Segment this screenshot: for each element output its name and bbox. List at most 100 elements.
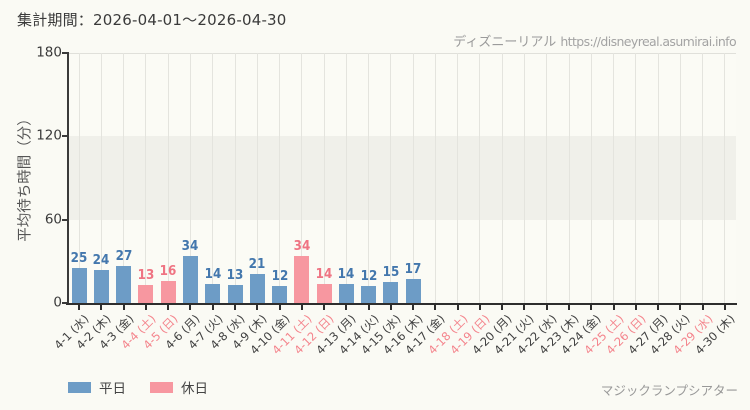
y-axis-line: [67, 52, 69, 304]
site-url: https://disneyreal.asumirai.info: [560, 34, 736, 49]
x-tick-mark: [456, 304, 459, 310]
bar-value-label: 14: [204, 266, 222, 282]
x-tick-mark: [545, 304, 548, 310]
gridline: [546, 53, 548, 303]
gridline: [412, 53, 414, 303]
bar-value-label: 34: [182, 238, 199, 254]
x-tick-mark: [389, 304, 392, 310]
gridline: [123, 53, 125, 303]
gridline: [345, 53, 347, 303]
gridline: [724, 53, 726, 303]
bar: [338, 283, 354, 303]
gridline: [501, 53, 503, 303]
report-period-title: 集計期間：2026-04-01～2026-04-30: [17, 11, 287, 29]
legend-label-weekday: 平日: [99, 381, 126, 397]
bar-value-label: 21: [248, 256, 266, 272]
gridline: [635, 53, 637, 303]
gridline: [434, 53, 436, 303]
y-tick-label: 120: [36, 128, 62, 145]
gridline: [189, 53, 191, 303]
bar-value-label: 27: [115, 248, 132, 264]
gridline: [679, 53, 681, 303]
x-tick-mark: [367, 304, 370, 310]
x-tick-mark: [78, 304, 81, 310]
bar-value-label: 14: [315, 266, 333, 282]
bar: [93, 269, 109, 303]
gridline: [368, 53, 370, 303]
x-tick-mark: [478, 304, 481, 310]
x-axis-line: [66, 303, 737, 305]
gridline: [145, 53, 147, 303]
gridline: [279, 53, 281, 303]
x-tick-mark: [590, 304, 593, 310]
legend-item-weekday: 平日: [68, 377, 126, 397]
bar-value-label: 12: [360, 269, 377, 285]
bar-value-label: 25: [70, 251, 88, 267]
bar-value-label: 13: [137, 267, 155, 283]
bar-value-label: 34: [293, 238, 311, 254]
plot-area: 25 24 27 13 16 34 14 13 21 12 34 14 14 12 15 17: [68, 53, 736, 303]
site-name: ディズニーリアル: [453, 35, 557, 50]
gridline: [523, 53, 525, 303]
bar: [361, 286, 377, 303]
bar: [71, 268, 87, 303]
bar: [116, 265, 132, 303]
y-tick-mark: [62, 302, 67, 304]
x-tick-mark: [345, 304, 348, 310]
gridline: [390, 53, 392, 303]
bar-value-label: 16: [159, 263, 177, 279]
x-tick-mark: [323, 304, 326, 310]
bar: [249, 273, 265, 303]
y-tick-mark: [62, 135, 67, 138]
legend-item-holiday: 休日: [150, 377, 208, 397]
x-tick-mark: [167, 304, 170, 310]
bar: [182, 255, 198, 303]
x-tick-mark: [523, 304, 526, 310]
bar: [227, 284, 243, 303]
gridline: [323, 53, 325, 303]
gridline: [479, 53, 481, 303]
x-tick-mark: [723, 304, 726, 310]
gridline: [457, 53, 459, 303]
plot-band: [68, 136, 736, 220]
legend: 平日 休日: [68, 377, 208, 397]
x-tick-mark: [501, 304, 504, 310]
x-tick-mark: [612, 304, 615, 310]
x-tick-mark: [100, 304, 103, 310]
x-tick-mark: [434, 304, 437, 310]
x-tick-mark: [256, 304, 259, 310]
y-tick-label: 0: [53, 294, 62, 311]
bar-value-label: 24: [93, 252, 110, 268]
gridline: [234, 53, 236, 303]
y-tick-label: 180: [36, 44, 62, 61]
bar: [316, 283, 332, 303]
y-tick-label: 60: [44, 211, 62, 228]
bar: [383, 282, 399, 303]
bar-value-label: 14: [338, 266, 355, 282]
gridline: [568, 53, 570, 303]
x-tick-mark: [634, 304, 637, 310]
gridline: [301, 53, 303, 303]
bar: [160, 280, 176, 303]
plot-band: [68, 53, 736, 137]
plot-band: [68, 219, 736, 303]
bar-value-label: 17: [404, 262, 422, 278]
bar-value-label: 15: [382, 265, 400, 281]
gridline: [100, 53, 102, 303]
gridline: [702, 53, 704, 303]
gridline: [256, 53, 258, 303]
gridline: [590, 53, 592, 303]
gridline: [167, 53, 169, 303]
site-watermark: ディズニーリアル https://disneyreal.asumirai.inf…: [453, 31, 736, 50]
x-tick-mark: [300, 304, 303, 310]
x-tick-mark: [234, 304, 236, 310]
plot-top-border: [68, 53, 736, 54]
gridline: [78, 53, 80, 303]
y-tick-mark: [62, 52, 67, 54]
bar: [138, 284, 154, 303]
y-tick-mark: [62, 218, 67, 221]
y-axis-label: 平均待ち時間（分）: [17, 111, 34, 242]
bar-value-label: 13: [226, 267, 244, 283]
x-tick-mark: [657, 304, 660, 310]
gridline: [212, 53, 214, 303]
